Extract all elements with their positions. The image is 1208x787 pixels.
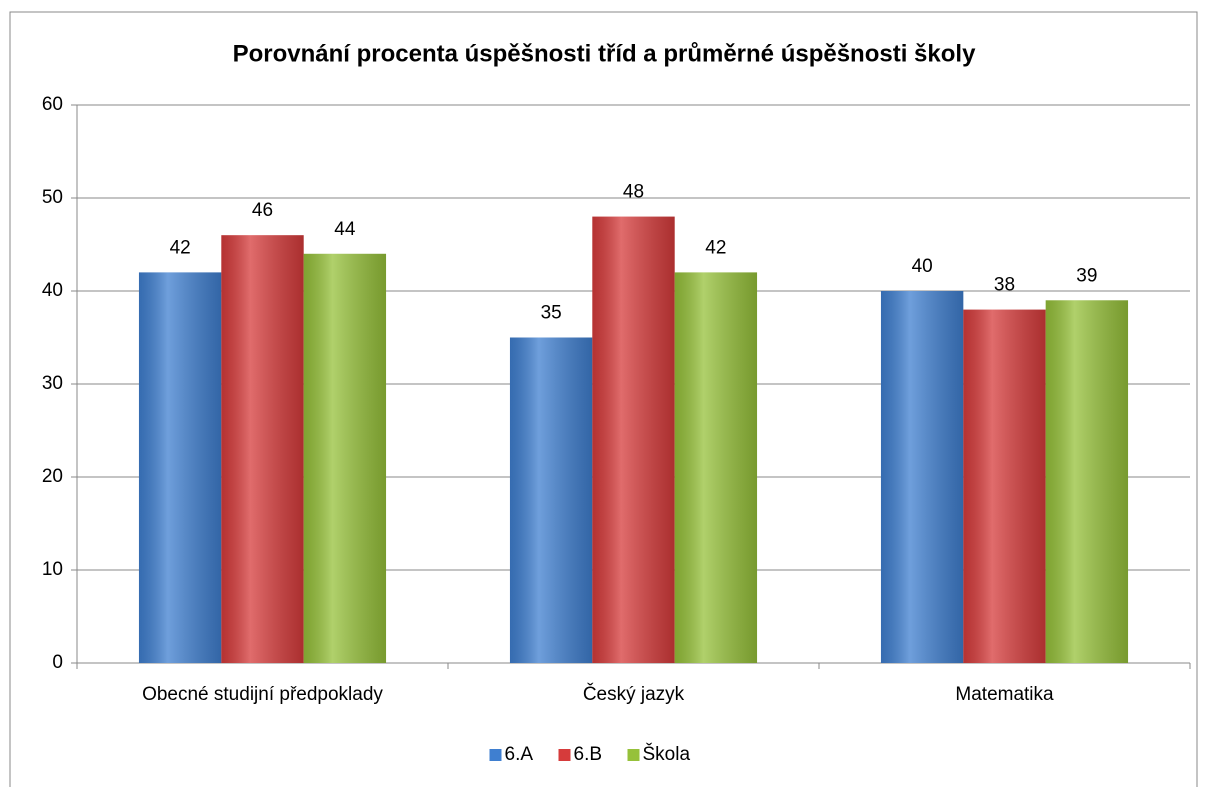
legend-swatch — [489, 749, 502, 761]
bar-shine — [880, 291, 964, 663]
bar-shine — [303, 253, 387, 664]
data-label: 38 — [994, 275, 1015, 296]
legend-swatch — [627, 749, 640, 761]
data-label: 46 — [252, 200, 273, 221]
data-label: 40 — [912, 256, 933, 277]
x-tick-label: Obecné studijní předpoklady — [142, 684, 383, 705]
chart-title: Porovnání procenta úspěšnosti tříd a prů… — [233, 40, 976, 67]
data-label: 42 — [705, 237, 726, 258]
bar-shine — [592, 216, 675, 663]
y-tick-label: 30 — [42, 373, 63, 394]
bar-shine — [509, 337, 593, 663]
bar-shine — [1045, 300, 1129, 663]
y-tick-label: 0 — [52, 652, 63, 673]
bar-shine — [138, 272, 222, 663]
y-tick-label: 20 — [42, 466, 63, 487]
data-label: 35 — [541, 303, 562, 324]
data-label: 48 — [623, 182, 644, 203]
x-tick-label: Český jazyk — [583, 683, 685, 705]
legend-swatch — [558, 749, 571, 761]
legend-label: Škola — [643, 743, 691, 765]
data-label: 42 — [170, 237, 191, 258]
x-tick-label: Matematika — [955, 684, 1054, 705]
bar-shine — [221, 235, 304, 663]
data-label: 39 — [1076, 265, 1097, 286]
data-label: 44 — [334, 219, 356, 240]
legend-label: 6.B — [574, 744, 603, 765]
bar-shine — [963, 309, 1046, 663]
y-tick-label: 50 — [42, 187, 63, 208]
y-tick-label: 10 — [42, 559, 63, 580]
y-tick-label: 60 — [42, 94, 63, 115]
y-tick-label: 40 — [42, 280, 63, 301]
bar-shine — [674, 272, 758, 663]
legend-label: 6.A — [505, 744, 534, 765]
